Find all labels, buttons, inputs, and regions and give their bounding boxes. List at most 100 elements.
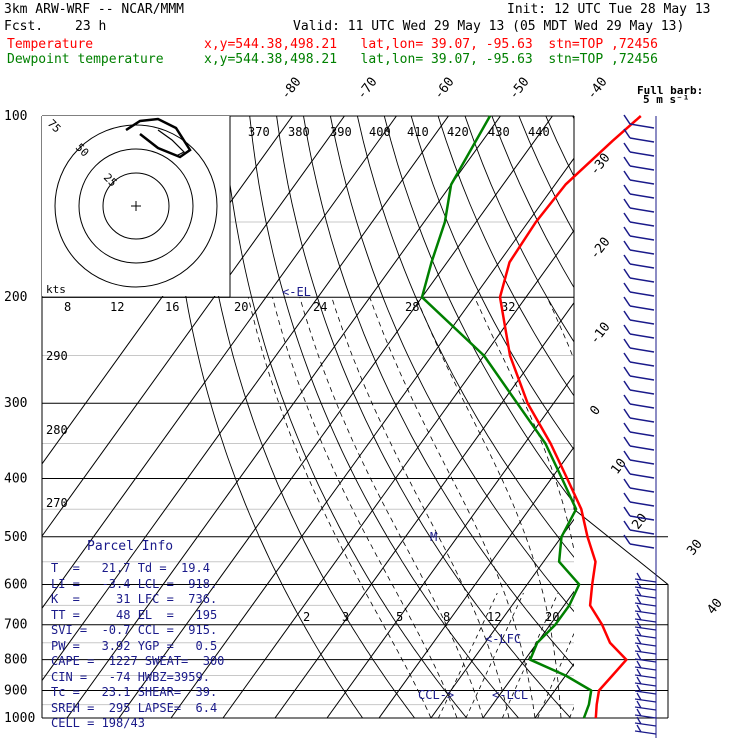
dewpoint-station-info: x,y=544.38,498.21 lat,lon= 39.07, -95.63… [204,52,658,67]
mixing-ratio-line [501,592,559,718]
wind-barb-flag [623,352,631,363]
temperature-profile [498,115,642,719]
speed-axis-label: 32 [501,300,515,314]
pressure-tick-label: 300 [4,396,27,411]
dry-adiabat [410,116,574,451]
wind-barb-flag [636,572,642,581]
wind-barb-flag [623,394,631,405]
wind-barb-flag [636,580,642,589]
wind-barb-flag [636,708,642,717]
pressure-tick-label: 800 [4,653,27,668]
speed-axis-label: 16 [165,300,179,314]
wind-barb-flag [623,310,631,321]
isotherm-line [691,116,740,718]
speed-axis-label: 28 [405,300,419,314]
wind-barb [629,207,655,213]
hodograph-ring [78,148,194,264]
wind-barb-flag [636,620,642,629]
wind-barb [629,165,655,171]
fcst-label: Fcst. [4,19,44,34]
grid-layer [41,115,740,719]
pressure-tick-label: 400 [4,471,27,486]
theta-label: 390 [330,125,352,139]
mixing-ratio-line [438,592,498,718]
wind-barb-flag [623,436,631,447]
theta-side-label: 270 [46,496,68,510]
theta-label: 400 [369,125,391,139]
theta-label: 370 [248,125,270,139]
wind-barb [629,333,655,339]
isotherm-label: 40 [704,596,725,618]
wind-barbs [623,114,657,738]
isotherm-label: 20 [629,511,650,533]
wind-barb [629,501,655,507]
theta-label: 420 [447,125,469,139]
wind-barb [629,235,655,241]
temperature-station-info: x,y=544.38,498.21 lat,lon= 39.07, -95.63… [204,37,658,52]
moist-adiabat [369,297,536,718]
wind-barb [629,445,655,451]
profiles [420,115,642,719]
wind-barb [629,389,655,395]
wind-barb [634,578,657,583]
dry-adiabat [600,116,740,718]
wind-barb-flag [636,628,642,637]
el-marker: <-EL [282,285,311,299]
wind-barb-flag [636,652,642,661]
theta-label: 440 [528,125,550,139]
speed-axis-label: 12 [110,300,124,314]
wind-barb [629,543,655,549]
wind-barb-flag [623,170,631,181]
wind-barb [634,666,657,671]
parcel-info-row: SREH = 295 LAPSE= 6.4 [51,700,218,715]
theta-label: 410 [407,125,429,139]
pressure-tick-label: 1000 [4,711,35,726]
isotherm-line [378,446,574,718]
wind-barb [629,361,655,367]
wind-barb-flag [623,198,631,209]
wind-barb [629,459,655,465]
wind-barb-flag [623,478,631,489]
hodograph-units: kts [46,283,66,296]
wind-barb-flag [636,612,642,621]
isotherm-line [170,157,574,718]
parcel-info-row: SVI = -0.7 CCL = 915. [51,623,218,637]
parcel-info-title: Parcel Info [87,539,174,554]
wind-barb [629,473,655,479]
isotherm-line [222,229,574,718]
diagram-border [573,116,669,718]
speed-axis-label: 8 [64,300,71,314]
wind-barb-flag [623,296,631,307]
wind-barb-flag [623,156,631,167]
dewpoint-legend: Dewpoint temperature [7,52,164,67]
dry-adiabat [222,116,467,718]
parcel-info-row: Tc = 23.1 SHEAR= 39. [51,685,218,699]
wind-barb-flag [623,226,631,237]
wind-barb-flag [623,534,631,545]
isotherm-label: -30 [587,151,613,179]
wind-barb-flag [623,408,631,419]
isotherm-label: -20 [587,235,613,263]
wind-barb [629,179,655,185]
theta-label: 430 [488,125,510,139]
wind-barb [629,403,655,409]
dry-adiabat [168,116,363,718]
wind-barb-flag [636,668,642,677]
dry-adiabat [356,116,574,558]
init-time: Init: 12 UTC Tue 28 May 13 [507,2,711,17]
moist-adiabat [546,297,574,361]
mixing-ratio-line [465,592,524,718]
hodograph-trace [157,129,186,157]
dry-adiabat [707,116,740,718]
wind-barb-flag [636,644,642,653]
wind-barb-flag [623,128,631,139]
wind-barb [634,674,657,679]
isotherm-line [274,301,574,718]
mixing-ratio-label: 12 [487,610,501,624]
isotherm-label: -60 [431,75,457,103]
mixing-ratio-label: 2 [303,610,310,624]
wind-barb [629,137,655,143]
parcel-info-row: K = 31 LFC = 736. [51,592,218,606]
